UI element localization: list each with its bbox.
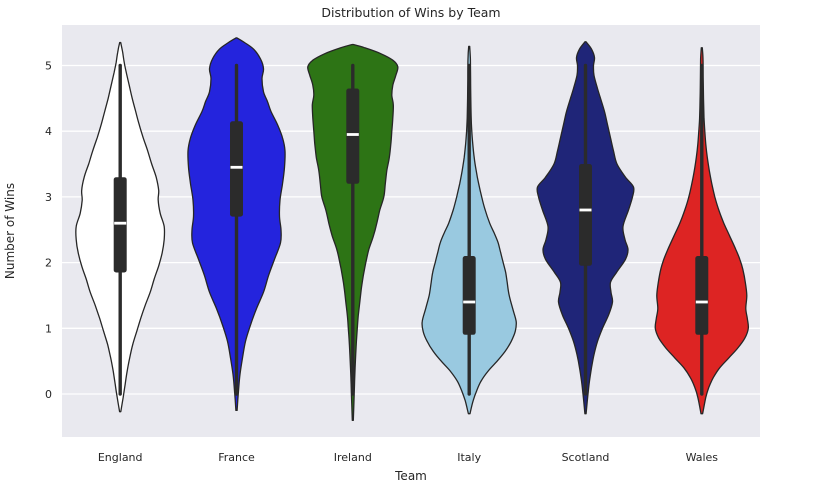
violins xyxy=(75,37,750,421)
x-axis-label: Team xyxy=(394,469,427,483)
y-tick-label: 3 xyxy=(45,191,52,204)
violin-scotland xyxy=(536,41,635,415)
violin-ireland xyxy=(307,43,399,421)
iqr-box xyxy=(113,177,127,273)
y-tick-label: 2 xyxy=(45,257,52,270)
median-tick xyxy=(463,300,476,304)
plot-area xyxy=(62,25,760,437)
median-tick xyxy=(114,221,127,225)
iqr-box xyxy=(346,88,360,184)
y-tick-label: 5 xyxy=(45,60,52,73)
iqr-box xyxy=(695,256,709,335)
chart-title: Distribution of Wins by Team xyxy=(321,5,500,20)
median-tick xyxy=(230,165,243,169)
x-tick-label-wales: Wales xyxy=(686,451,719,464)
median-tick xyxy=(579,208,592,212)
violin-england xyxy=(75,41,166,413)
iqr-box xyxy=(579,164,592,266)
x-tick-label-ireland: Ireland xyxy=(334,451,372,464)
violin-wales xyxy=(654,47,750,415)
y-axis-label: Number of Wins xyxy=(3,183,17,279)
gridlines xyxy=(62,64,760,395)
y-tick-label: 0 xyxy=(45,388,52,401)
median-tick xyxy=(695,300,708,304)
x-axis-tick-labels: England France Ireland Italy Scotland Wales xyxy=(98,451,718,464)
iqr-box xyxy=(230,121,243,217)
x-tick-label-italy: Italy xyxy=(457,451,481,464)
median-tick xyxy=(346,133,359,136)
x-tick-label-england: England xyxy=(98,451,143,464)
y-tick-label: 4 xyxy=(45,125,52,138)
x-tick-label-scotland: Scotland xyxy=(562,451,610,464)
x-tick-label-france: France xyxy=(218,451,255,464)
y-axis-tick-labels: 0 1 2 3 4 5 xyxy=(45,60,52,402)
violin-france xyxy=(187,37,286,412)
violin-italy xyxy=(421,45,517,415)
iqr-box xyxy=(462,256,476,335)
y-tick-label: 1 xyxy=(45,322,52,335)
